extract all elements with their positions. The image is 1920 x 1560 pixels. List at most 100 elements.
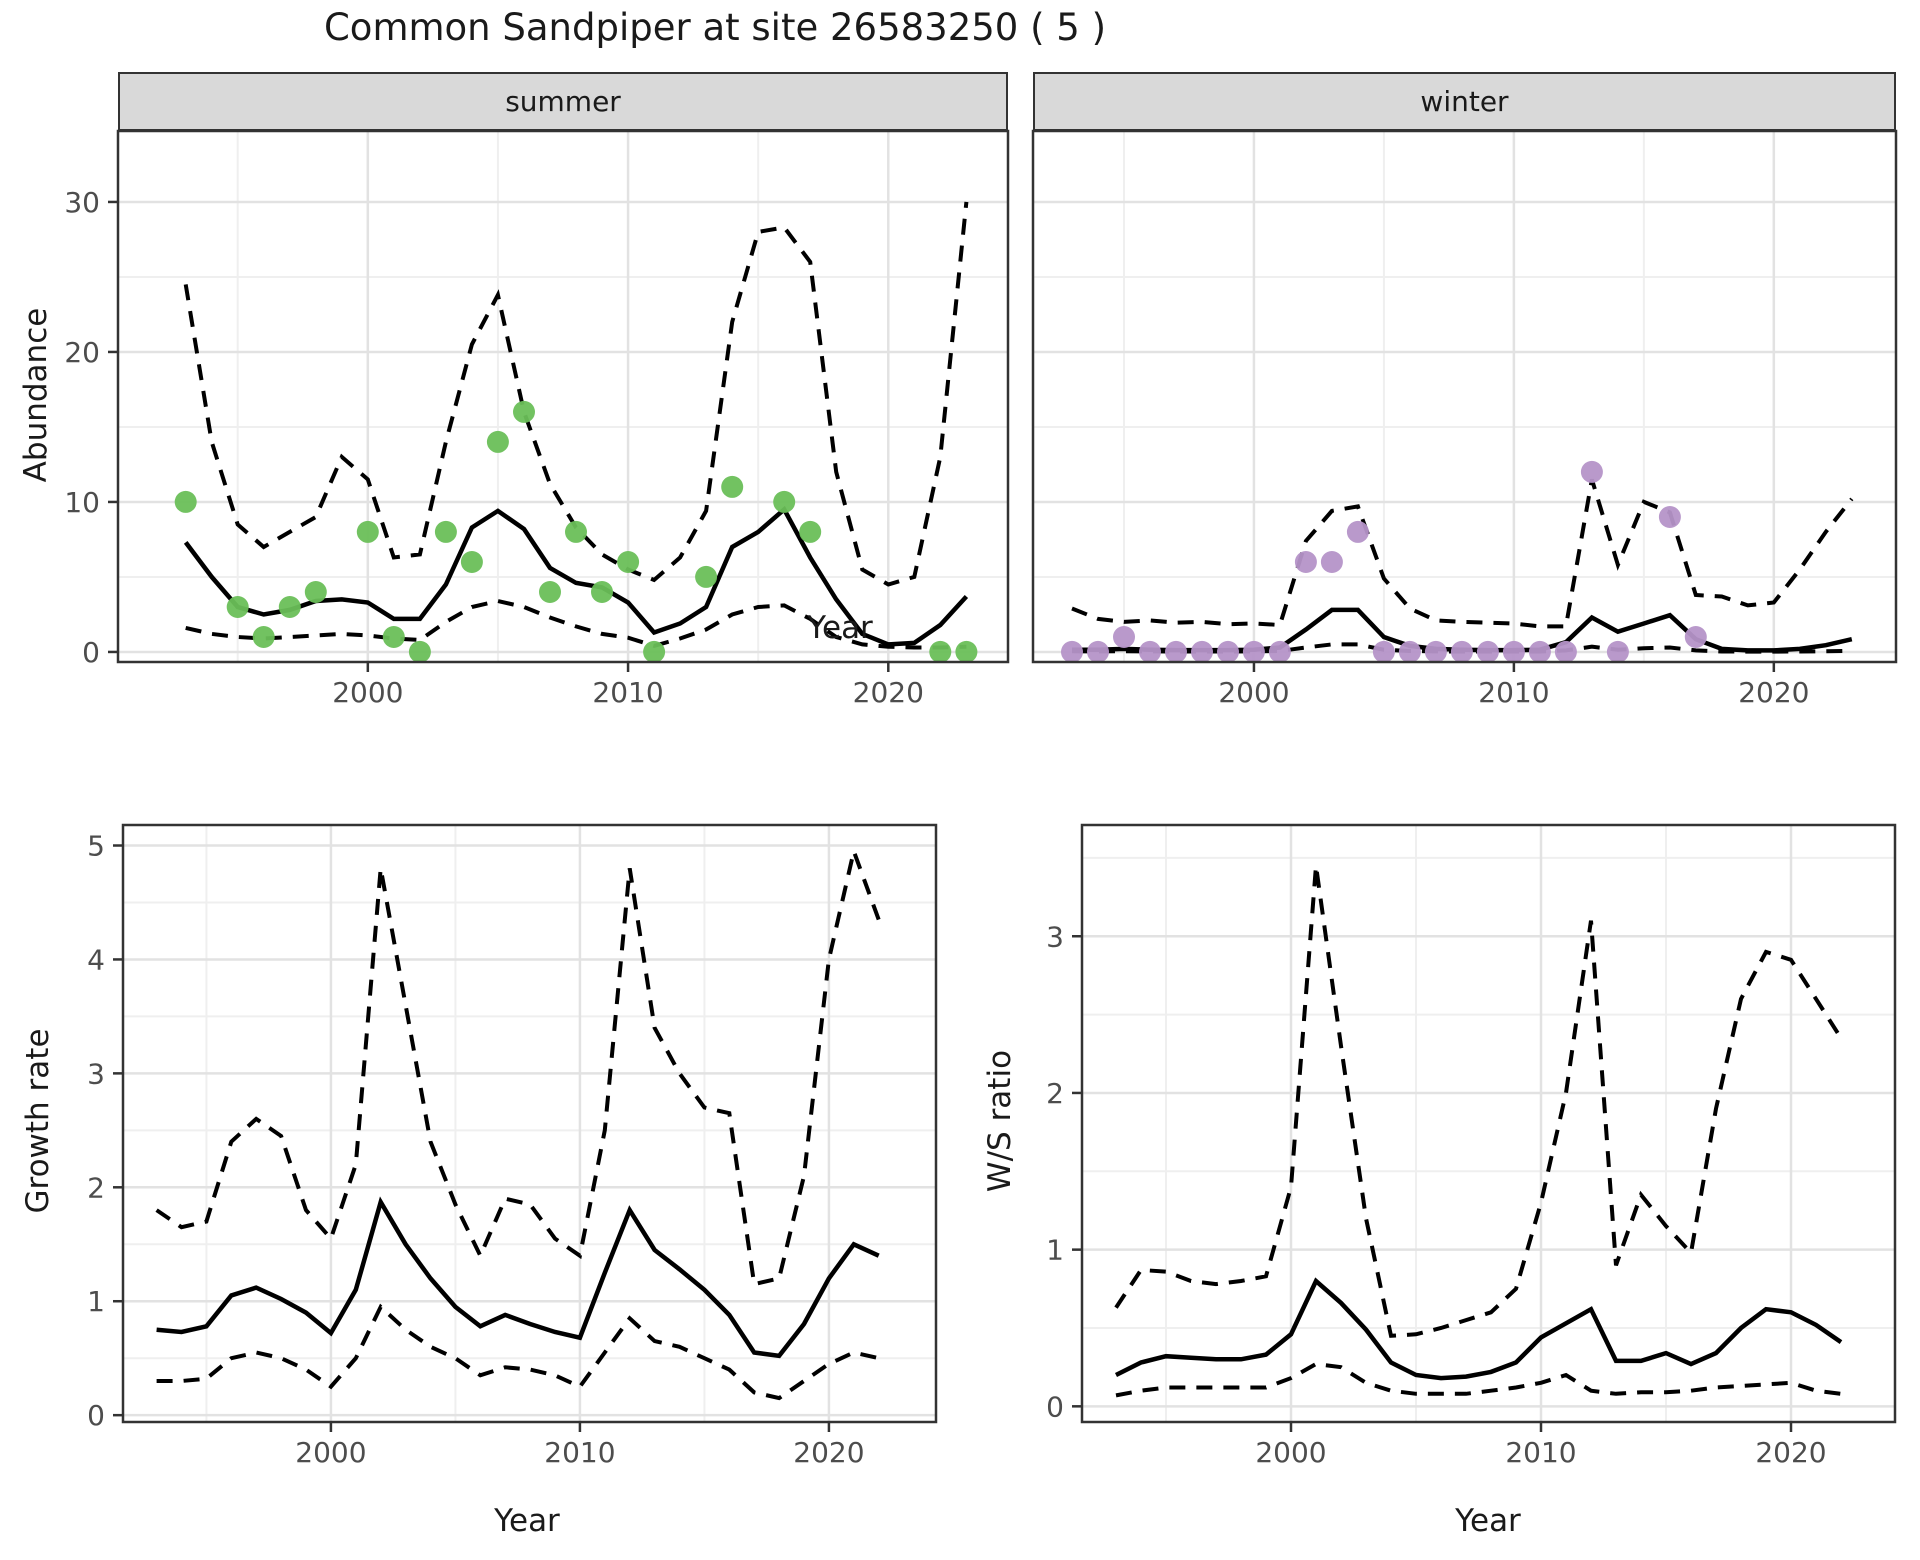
winter-observed-point <box>1424 640 1447 662</box>
winter-x-tick-label: 2000 <box>1218 676 1289 709</box>
winter-observed-point <box>1139 640 1161 662</box>
ws-ratio-panel-background <box>1082 825 1895 1422</box>
facet-strip-winter: winter <box>1033 72 1896 131</box>
summer-observed-point <box>643 640 666 662</box>
winter-observed-point <box>1242 640 1265 662</box>
winter-observed-point <box>1502 640 1525 662</box>
winter-panel-background <box>1033 131 1896 662</box>
winter-observed-point <box>1217 640 1239 662</box>
summer-observed-point <box>773 490 796 513</box>
growth-rate-y-tick-label: 0 <box>87 1399 105 1432</box>
growth-rate-panel-background <box>123 825 936 1422</box>
growth-rate-y-tick-label: 4 <box>87 943 105 976</box>
growth-rate-fit-line <box>156 1196 880 1359</box>
winter-observed-point <box>1320 551 1343 573</box>
growth-rate-panel-border <box>121 823 938 1424</box>
winter-observed-point <box>1684 626 1707 648</box>
ws-ratio-y-tick-label: 2 <box>1046 1077 1064 1110</box>
winter-observed-point <box>1294 551 1317 573</box>
summer-observed-point <box>356 520 379 543</box>
summer-observed-point <box>929 640 952 662</box>
ws-ratio-x-tick-label: 2020 <box>1755 1436 1826 1469</box>
summer-observed-point <box>434 520 457 543</box>
growth-rate-x-tick-label: 2020 <box>793 1436 864 1469</box>
chart-title: Common Sandpiper at site 26583250 ( 5 ) <box>323 6 1107 49</box>
summer-observed-point <box>591 581 613 603</box>
winter-observed-point <box>1165 640 1187 662</box>
growth-rate-y-tick-label: 5 <box>87 830 105 863</box>
summer-observed-point <box>565 520 587 543</box>
winter-observed-point <box>1087 640 1109 662</box>
ws-ratio-y-tick-label: 1 <box>1046 1234 1064 1267</box>
winter-observed-point <box>1191 640 1213 662</box>
summer-observed-point <box>513 400 535 423</box>
summer-y-tick-label: 20 <box>64 336 100 369</box>
ws-ratio-y-tick-label: 0 <box>1046 1390 1064 1423</box>
ws-ratio-y-tick-label: 3 <box>1046 920 1064 953</box>
summer-observed-point <box>460 551 483 573</box>
ws-ratio-ci-line <box>1114 865 1843 1338</box>
winter-x-tick-label: 2010 <box>1478 676 1549 709</box>
ws-ratio-x-tick-label: 2010 <box>1505 1436 1576 1469</box>
summer-y-tick-label: 10 <box>64 486 100 519</box>
summer-observed-point <box>486 430 509 453</box>
summer-observed-point <box>721 475 744 498</box>
summer-observed-point <box>695 565 718 588</box>
y-axis-title-ws-ratio: W/S ratio <box>982 1049 1018 1193</box>
winter-observed-point <box>1061 640 1083 662</box>
growth-rate-y-tick-label: 2 <box>87 1171 105 1204</box>
ws-ratio-ci-line <box>1115 1361 1842 1398</box>
summer-observed-point <box>382 626 405 648</box>
facet-strip-summer-label: summer <box>505 85 621 118</box>
summer-y-tick-label: 30 <box>64 186 100 219</box>
winter-observed-point <box>1346 520 1369 543</box>
y-axis-title-abundance: Abundance <box>18 307 54 483</box>
summer-panel-background <box>118 131 1008 662</box>
summer-observed-point <box>408 640 431 662</box>
winter-observed-point <box>1528 640 1551 662</box>
ws-ratio-fit-line <box>1114 1277 1843 1381</box>
winter-observed-point <box>1113 626 1135 648</box>
summer-ci-line <box>185 598 967 650</box>
growth-rate-y-tick-label: 3 <box>87 1057 105 1090</box>
summer-panel-border <box>116 129 1010 664</box>
x-axis-title-year-top: Year <box>807 610 873 646</box>
summer-x-tick-label: 2010 <box>592 676 663 709</box>
y-axis-title-growth-rate: Growth rate <box>20 1028 56 1214</box>
summer-observed-point <box>252 626 275 648</box>
facet-strip-summer: summer <box>118 72 1008 131</box>
summer-observed-point <box>304 581 327 603</box>
winter-observed-point <box>1554 640 1577 662</box>
winter-ci-line <box>1071 478 1854 629</box>
winter-panel-border <box>1031 129 1898 664</box>
x-axis-title-year-bottom-left: Year <box>494 1503 560 1539</box>
facet-strip-winter-label: winter <box>1420 85 1509 118</box>
summer-observed-point <box>955 640 978 662</box>
summer-y-tick-label: 0 <box>82 636 100 669</box>
winter-observed-point <box>1372 640 1395 662</box>
winter-observed-point <box>1398 640 1421 662</box>
growth-rate-x-tick-label: 2000 <box>295 1436 366 1469</box>
summer-observed-point <box>174 490 197 513</box>
winter-observed-point <box>1606 640 1629 662</box>
summer-observed-point <box>278 596 301 618</box>
summer-observed-point <box>799 520 822 543</box>
growth-rate-x-tick-label: 2010 <box>544 1436 615 1469</box>
winter-observed-point <box>1450 640 1473 662</box>
winter-observed-point <box>1268 640 1291 662</box>
x-axis-title-year-bottom-right: Year <box>1455 1503 1521 1539</box>
ws-ratio-x-tick-label: 2000 <box>1255 1436 1326 1469</box>
summer-observed-point <box>617 551 640 573</box>
winter-observed-point <box>1476 640 1499 662</box>
winter-observed-point <box>1580 460 1603 483</box>
growth-rate-ci-line <box>156 1303 880 1401</box>
summer-x-tick-label: 2000 <box>332 676 403 709</box>
ws-ratio-panel-border <box>1080 823 1897 1424</box>
summer-x-tick-label: 2020 <box>853 676 924 709</box>
growth-rate-ci-line <box>155 844 881 1287</box>
winter-x-tick-label: 2020 <box>1738 676 1809 709</box>
growth-rate-y-tick-label: 1 <box>87 1285 105 1318</box>
winter-observed-point <box>1658 506 1681 528</box>
